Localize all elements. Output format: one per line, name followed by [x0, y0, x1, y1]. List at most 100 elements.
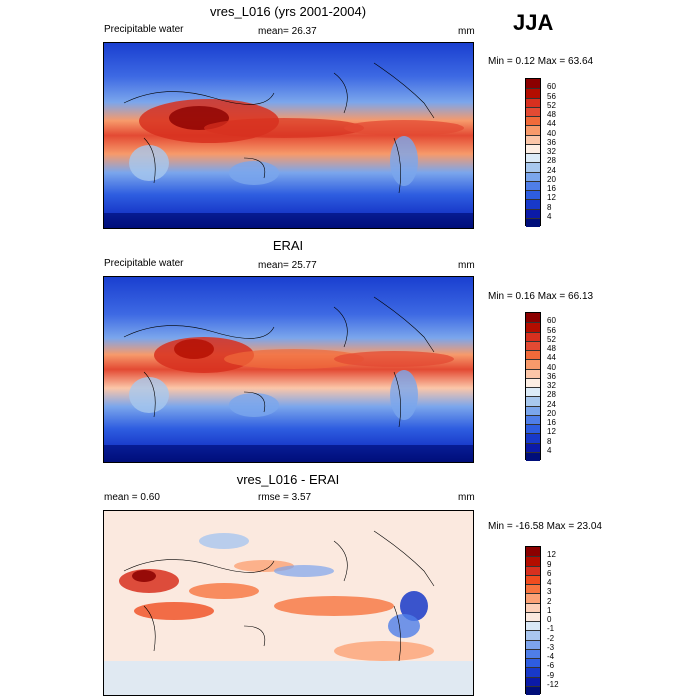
- panel2-units-label: mm: [458, 260, 475, 271]
- panel3-colorbar-segment: [526, 658, 540, 668]
- panel3-colorbar-tick-label: 1: [547, 605, 552, 615]
- panel2-mean-label: mean= 25.77: [258, 260, 317, 271]
- panel3-colorbar-tick-label: -4: [547, 652, 555, 661]
- season-label: JJA: [513, 10, 554, 35]
- panel1-colorbar-tick-label: 16: [547, 184, 556, 193]
- panel2-colorbar-segment: [526, 442, 540, 452]
- panel2-colorbar-segment: [526, 359, 540, 369]
- panel3-colorbar-segment: [526, 639, 540, 649]
- panel1-colorbar-tick-label: 20: [547, 174, 556, 184]
- panel2-title: ERAI: [272, 238, 304, 253]
- panel1-colorbar-segment: [526, 116, 540, 126]
- panel2-colorbar-segment: [526, 405, 540, 415]
- panel2-colorbar-tick-label: 12: [547, 427, 556, 437]
- panel2-colorbar-tick-label: 44: [547, 353, 556, 363]
- panel2-colorbar-tick-label: 40: [547, 362, 556, 372]
- panel1-mean-label: mean= 26.37: [258, 26, 317, 37]
- panel2-colorbar-tick-label: 32: [547, 381, 556, 390]
- panel2-colorbar-tick-label: 28: [547, 390, 556, 400]
- panel1-map: [103, 42, 474, 229]
- panel3-units-label: mm: [458, 492, 475, 503]
- panel1-colorbar-segment: [526, 153, 540, 163]
- panel1-colorbar-segment: [526, 88, 540, 98]
- panel3-colorbar-segment: [526, 685, 540, 695]
- panel1-colorbar-segment: [526, 125, 540, 135]
- panel1-colorbar-tick-label: 48: [547, 110, 556, 119]
- panel3-colorbar-tick-label: 0: [547, 615, 552, 624]
- panel1-colorbar-segment: [526, 79, 540, 89]
- panel1-colorbar-segment: [526, 143, 540, 153]
- panel1-colorbar-segment: [526, 217, 540, 227]
- panel2-colorbar-segment: [526, 433, 540, 443]
- panel2-colorbar-tick-label: 24: [547, 399, 556, 409]
- panel3-colorbar-segment: [526, 630, 540, 640]
- panel1-title: vres_L016 (yrs 2001-2004): [209, 4, 367, 19]
- panel2-colorbar-tick-label: 36: [547, 371, 556, 381]
- panel3-colorbar-segment: [526, 547, 540, 557]
- panel3-rmse-label: rmse = 3.57: [258, 492, 312, 503]
- panel1-colorbar-tick-label: 28: [547, 156, 556, 166]
- panel3-colorbar-segment: [526, 574, 540, 584]
- panel3-colorbar-tick-label: -12: [547, 679, 559, 689]
- panel2-variable-label: Precipitable water: [104, 258, 184, 269]
- panel1-minmax-label: Min = 0.12 Max = 63.64: [488, 56, 594, 67]
- panel3-colorbar-tick-label: -9: [547, 670, 555, 680]
- panel3-colorbar-segment: [526, 584, 540, 594]
- panel3-colorbar-segment: [526, 621, 540, 631]
- panel2-colorbar: [525, 312, 541, 461]
- panel2-colorbar-segment: [526, 340, 540, 350]
- panel2-colorbar-tick-label: 60: [547, 316, 556, 326]
- panel3-colorbar-tick-label: -1: [547, 624, 555, 634]
- panel3-colorbar-segment: [526, 648, 540, 658]
- panel3-colorbar-tick-label: -3: [547, 642, 555, 652]
- panel2-map: [103, 276, 474, 463]
- panel2-colorbar-segment: [526, 313, 540, 323]
- panel2-map-field: [104, 277, 473, 462]
- panel3-colorbar-segment: [526, 565, 540, 575]
- panel2-colorbar-tick-label: 48: [547, 344, 556, 353]
- panel1-colorbar-segment: [526, 199, 540, 209]
- panel1-colorbar-segment: [526, 106, 540, 116]
- panel1-colorbar-tick-label: 52: [547, 100, 556, 110]
- panel3-colorbar-tick-label: -6: [547, 661, 555, 671]
- panel1-colorbar-tick-label: 44: [547, 119, 556, 129]
- panel1-colorbar-segment: [526, 190, 540, 200]
- panel2-colorbar-tick-label: 16: [547, 418, 556, 427]
- panel3-mean-label: mean = 0.60: [104, 492, 160, 503]
- panel3-title: vres_L016 - ERAI: [236, 472, 340, 487]
- panel3-colorbar-tick-label: 4: [547, 578, 552, 587]
- panel3-map: [103, 510, 474, 696]
- panel3-colorbar-tick-label: 6: [547, 568, 552, 578]
- panel1-variable-label: Precipitable water: [104, 24, 184, 35]
- panel2-colorbar-segment: [526, 387, 540, 397]
- panel3-colorbar-tick-label: 3: [547, 587, 552, 597]
- panel3-colorbar-segment: [526, 676, 540, 686]
- panel1-colorbar-tick-label: 32: [547, 147, 556, 156]
- panel1-colorbar-tick-label: 4: [547, 211, 552, 221]
- panel3-map-field: [104, 511, 473, 695]
- panel3-colorbar-segment: [526, 556, 540, 566]
- panel1-colorbar-tick-label: 8: [547, 202, 552, 212]
- panel3-minmax-label: Min = -16.58 Max = 23.04: [488, 521, 602, 532]
- panel2-colorbar-tick-label: 8: [547, 436, 552, 446]
- panel1-colorbar-segment: [526, 208, 540, 218]
- panel1-colorbar-tick-label: 24: [547, 165, 556, 175]
- panel1-units-label: mm: [458, 26, 475, 37]
- panel1-colorbar-segment: [526, 162, 540, 172]
- panel2-minmax-label: Min = 0.16 Max = 66.13: [488, 291, 594, 302]
- panel2-colorbar-segment: [526, 377, 540, 387]
- panel3-colorbar-segment: [526, 593, 540, 603]
- panel1-colorbar: [525, 78, 541, 227]
- panel2-colorbar-segment: [526, 322, 540, 332]
- panel1-map-field: [104, 43, 473, 228]
- panel1-colorbar-segment: [526, 180, 540, 190]
- panel1-colorbar-segment: [526, 171, 540, 181]
- panel2-colorbar-tick-label: 52: [547, 334, 556, 344]
- panel3-colorbar: [525, 546, 541, 695]
- panel2-colorbar-tick-label: 56: [547, 325, 556, 335]
- panel1-colorbar-tick-label: 12: [547, 193, 556, 203]
- panel2-colorbar-tick-label: 20: [547, 408, 556, 418]
- panel1-colorbar-tick-label: 36: [547, 137, 556, 147]
- panel3-colorbar-tick-label: -2: [547, 633, 555, 643]
- panel2-colorbar-segment: [526, 414, 540, 424]
